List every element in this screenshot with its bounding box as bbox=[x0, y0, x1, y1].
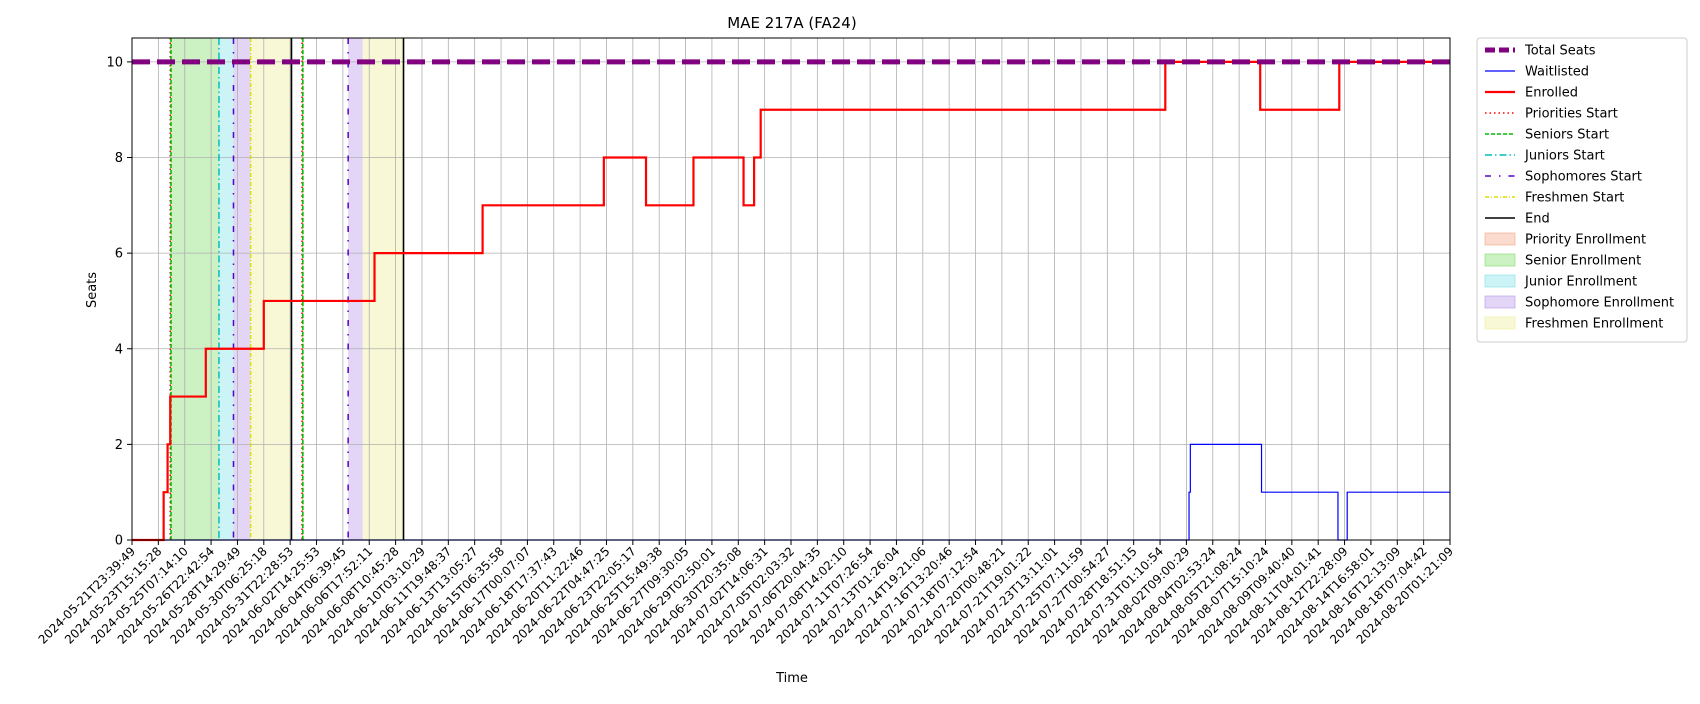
x-axis-ticks: 2024-05-21T23:39:492024-05-23T15:15:2820… bbox=[36, 540, 1456, 647]
series-layer bbox=[132, 59, 1450, 542]
series-1 bbox=[132, 443, 1450, 541]
y-axis-ticks: 0 2 4 6 8 10 bbox=[106, 55, 132, 549]
ytick-label-2: 4 bbox=[115, 342, 123, 357]
band-3-1 bbox=[348, 38, 363, 540]
band-3-0 bbox=[233, 38, 251, 540]
legend-box bbox=[1476, 37, 1688, 343]
series-2 bbox=[132, 60, 1450, 542]
legend-label-9: Priority Enrollment bbox=[1525, 233, 1646, 248]
ytick-label-4: 8 bbox=[115, 151, 123, 166]
legend-label-13: Freshmen Enrollment bbox=[1525, 317, 1663, 332]
legend-label-7: Freshmen Start bbox=[1525, 191, 1624, 206]
band-1-1 bbox=[302, 38, 304, 540]
x-axis-label: Time bbox=[775, 671, 808, 686]
ytick-label-5: 10 bbox=[106, 55, 123, 70]
legend-label-5: Juniors Start bbox=[1524, 149, 1605, 164]
legend-label-0: Total Seats bbox=[1524, 44, 1596, 59]
y-axis-label: Seats bbox=[85, 272, 100, 308]
band-2-0 bbox=[218, 38, 234, 540]
legend-label-8: End bbox=[1525, 212, 1550, 227]
legend-label-1: Waitlisted bbox=[1525, 65, 1589, 80]
enrollment-bands bbox=[170, 38, 404, 540]
legend-swatch-10 bbox=[1484, 253, 1516, 267]
chart-title: MAE 217A (FA24) bbox=[727, 14, 856, 32]
ytick-label-1: 2 bbox=[115, 438, 123, 453]
legend-swatch-11 bbox=[1484, 274, 1516, 288]
band-0-1 bbox=[302, 38, 304, 540]
start-lines bbox=[169, 38, 405, 540]
legend-label-2: Enrolled bbox=[1525, 86, 1578, 101]
legend-label-6: Sophomores Start bbox=[1525, 170, 1642, 185]
grid-lines bbox=[131, 38, 1451, 541]
legend-label-3: Priorities Start bbox=[1525, 107, 1618, 122]
ytick-label-0: 0 bbox=[115, 534, 123, 549]
legend-swatch-9 bbox=[1484, 232, 1516, 246]
legend-label-10: Senior Enrollment bbox=[1525, 254, 1641, 269]
band-4-1 bbox=[362, 38, 404, 540]
band-0-0 bbox=[170, 38, 172, 540]
legend-swatch-12 bbox=[1484, 295, 1516, 309]
ytick-label-3: 6 bbox=[115, 247, 123, 262]
legend-swatch-13 bbox=[1484, 316, 1516, 330]
legend-label-11: Junior Enrollment bbox=[1524, 275, 1637, 290]
legend: Total Seats Waitlisted Enrolled Priorities … bbox=[1476, 37, 1688, 343]
band-1-0 bbox=[171, 38, 219, 540]
band-4-0 bbox=[250, 38, 292, 540]
legend-label-4: Seniors Start bbox=[1525, 128, 1609, 143]
legend-label-12: Sophomore Enrollment bbox=[1525, 296, 1674, 311]
